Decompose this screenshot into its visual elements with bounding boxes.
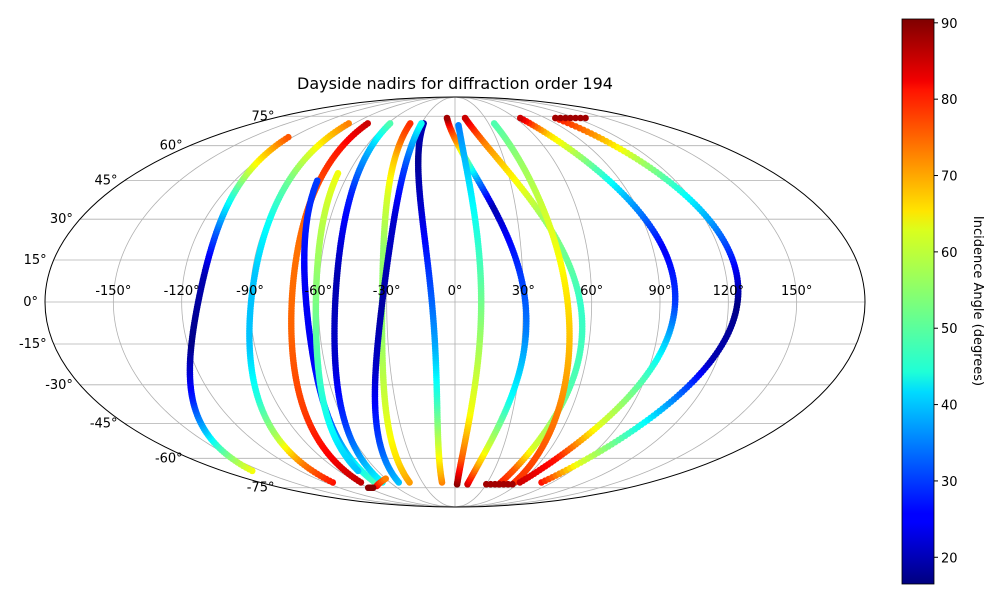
latitude-tick-label: 15°	[24, 253, 47, 268]
longitude-tick-label: 60°	[580, 284, 603, 299]
nadir-point	[562, 114, 569, 122]
nadir-point	[345, 120, 353, 127]
nadir-point	[490, 120, 498, 127]
longitude-tick-label: 0°	[448, 284, 463, 299]
colorbar-tick-label: 20	[941, 551, 958, 566]
latitude-tick-label: 60°	[160, 139, 183, 154]
longitude-tick-label: -60°	[304, 284, 332, 299]
nadir-point	[354, 467, 362, 475]
colorbar-ticks: 20 30 40 50 60 70 80 90	[934, 17, 958, 566]
graticule-grid	[45, 97, 865, 507]
nadir-point	[369, 484, 377, 492]
nadir-point	[314, 177, 321, 184]
nadir-point	[557, 114, 564, 122]
chart-title: Dayside nadirs for diffraction order 194	[297, 74, 613, 93]
nadir-point	[285, 133, 292, 141]
map-boundary	[44, 96, 866, 508]
latitude-tick-labels: 75° 60° 45° 30° 15° 0° -15° -30° -45° -60° -75°	[19, 109, 275, 495]
latitude-tick-label: 45°	[95, 174, 118, 189]
latitude-tick-label: -30°	[45, 378, 73, 393]
nadir-point	[577, 114, 584, 122]
longitude-tick-label: -120°	[164, 284, 200, 299]
nadir-point	[364, 120, 372, 127]
latitude-tick-label: -15°	[19, 337, 47, 352]
nadir-point	[582, 114, 589, 122]
longitude-gridline	[454, 97, 593, 507]
colorbar-label: Incidence Angle (degrees)	[970, 216, 985, 386]
longitude-tick-label: -30°	[373, 284, 401, 299]
nadir-point	[567, 114, 574, 122]
nadir-point	[572, 114, 579, 122]
longitude-tick-label: 150°	[781, 284, 812, 299]
nadir-point	[382, 475, 390, 482]
colorbar-tick-label: 40	[941, 399, 958, 414]
colorbar-tick-label: 50	[941, 322, 958, 337]
latitude-tick-label: -45°	[90, 416, 118, 431]
nadir-point	[455, 122, 462, 129]
nadir-point	[509, 480, 516, 488]
colorbar-tick-label: 60	[941, 246, 958, 261]
scatter-points	[186, 114, 742, 492]
nadir-point	[552, 114, 559, 122]
colorbar: 20 30 40 50 60 70 80 90 Incidence Angle (degree…	[901, 17, 985, 585]
colorbar-tick-label: 70	[941, 170, 958, 185]
nadir-point	[386, 120, 394, 127]
longitude-tick-label: 30°	[512, 284, 535, 299]
longitude-gridline	[454, 97, 729, 507]
colorbar-tick-label: 90	[941, 17, 958, 32]
longitude-tick-label: -90°	[236, 284, 264, 299]
nadir-point	[461, 114, 469, 122]
latitude-tick-label: -60°	[155, 451, 183, 466]
longitude-tick-label: 90°	[648, 284, 671, 299]
longitude-tick-label: -150°	[95, 284, 131, 299]
nadir-point	[516, 114, 524, 122]
colorbar-gradient	[901, 18, 935, 585]
longitude-gridline	[454, 97, 798, 507]
colorbar-tick-label: 80	[941, 93, 958, 108]
nadir-point	[418, 120, 425, 127]
longitude-tick-label: 120°	[713, 284, 744, 299]
latitude-tick-label: 30°	[50, 212, 73, 227]
nadir-point	[443, 114, 451, 122]
colorbar-tick-label: 30	[941, 475, 958, 490]
latitude-tick-label: -75°	[247, 481, 275, 496]
longitude-tick-labels: -150° -120° -90° -60° -30° 0° 30° 60° 90° 120° 150…	[95, 284, 812, 299]
latitude-tick-label: 75°	[251, 109, 274, 124]
latitude-tick-label: 0°	[23, 295, 38, 310]
nadir-point	[406, 120, 414, 127]
